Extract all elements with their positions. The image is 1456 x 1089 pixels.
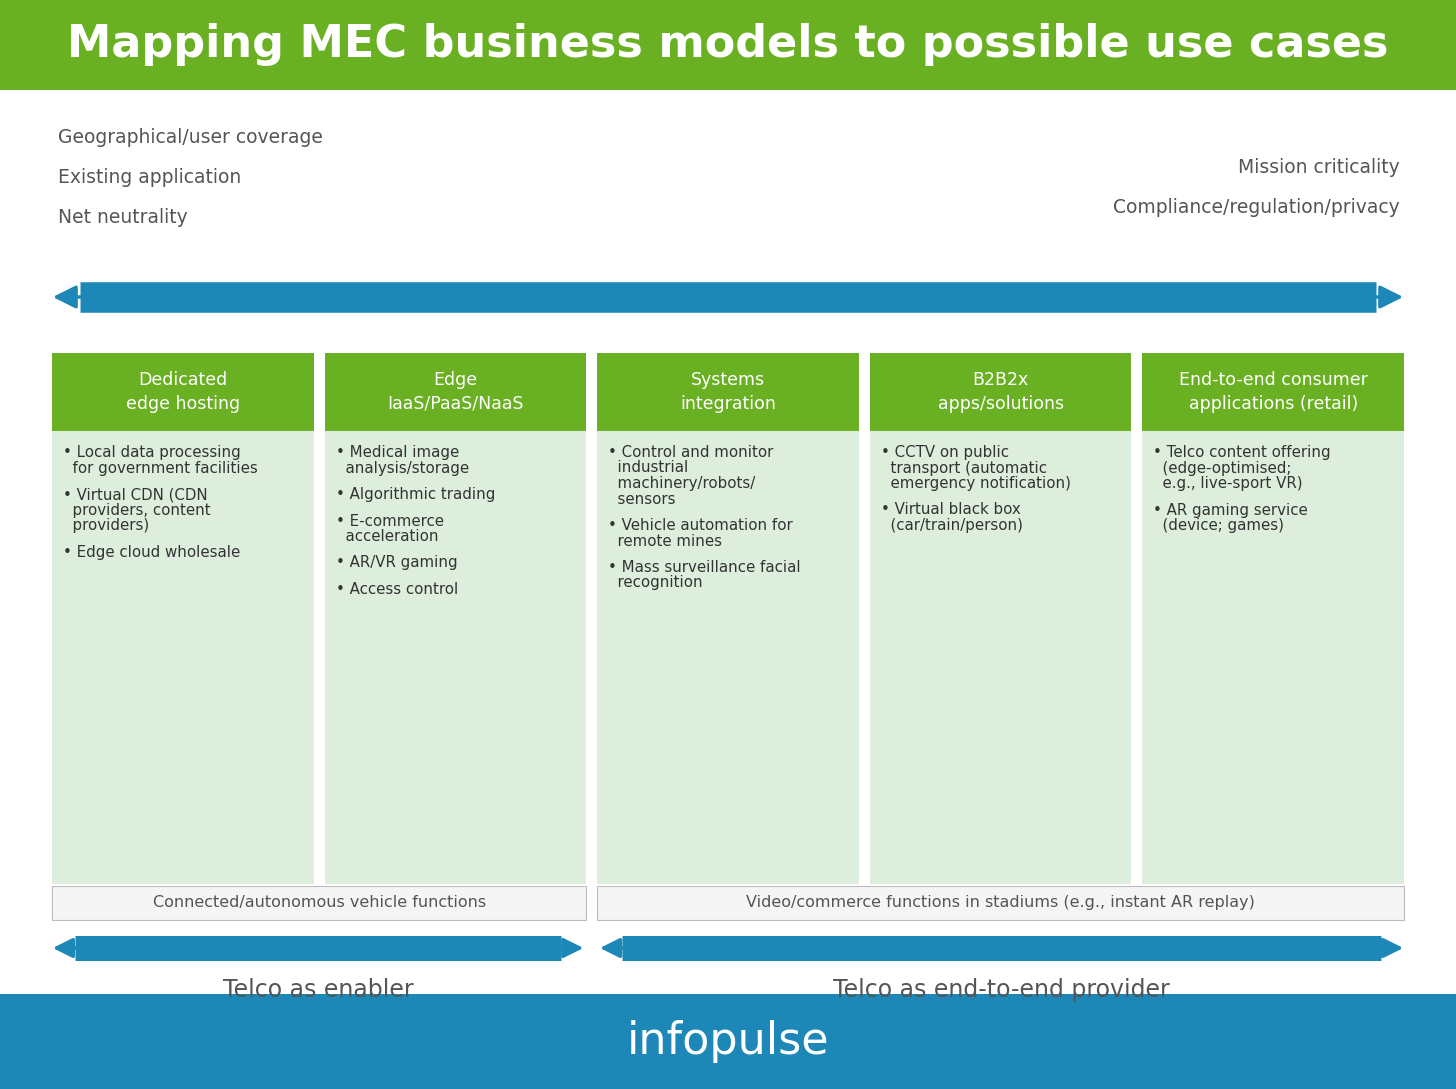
Text: transport (automatic: transport (automatic bbox=[881, 461, 1047, 476]
Text: Net neutrality: Net neutrality bbox=[58, 208, 188, 227]
Text: Compliance/regulation/privacy: Compliance/regulation/privacy bbox=[1114, 198, 1401, 217]
Text: • Algorithmic trading: • Algorithmic trading bbox=[335, 487, 495, 502]
Text: Connected/autonomous vehicle functions: Connected/autonomous vehicle functions bbox=[153, 895, 486, 910]
Bar bbox=[597, 431, 859, 884]
Text: Existing application: Existing application bbox=[58, 168, 242, 187]
Text: e.g., live-sport VR): e.g., live-sport VR) bbox=[1153, 476, 1303, 491]
Text: • AR/VR gaming: • AR/VR gaming bbox=[335, 555, 457, 571]
Bar bbox=[1143, 353, 1404, 431]
Bar bbox=[1143, 431, 1404, 884]
Text: • Vehicle automation for: • Vehicle automation for bbox=[609, 518, 794, 533]
Text: • E-commerce: • E-commerce bbox=[335, 514, 444, 528]
Text: recognition: recognition bbox=[609, 575, 703, 590]
Bar bbox=[597, 886, 1404, 920]
Bar bbox=[0, 0, 1456, 90]
Text: emergency notification): emergency notification) bbox=[881, 476, 1070, 491]
Text: Mapping MEC business models to possible use cases: Mapping MEC business models to possible … bbox=[67, 24, 1389, 66]
Text: • AR gaming service: • AR gaming service bbox=[1153, 502, 1307, 517]
Text: • Virtual CDN (CDN: • Virtual CDN (CDN bbox=[63, 487, 208, 502]
Text: • Virtual black box: • Virtual black box bbox=[881, 502, 1021, 517]
Text: • Access control: • Access control bbox=[335, 582, 457, 597]
Bar bbox=[325, 353, 587, 431]
Text: analysis/storage: analysis/storage bbox=[335, 461, 469, 476]
Text: providers): providers) bbox=[63, 518, 150, 533]
Text: (car/train/person): (car/train/person) bbox=[881, 518, 1022, 533]
Text: acceleration: acceleration bbox=[335, 529, 438, 544]
Text: End-to-end consumer
applications (retail): End-to-end consumer applications (retail… bbox=[1179, 371, 1367, 413]
Bar bbox=[52, 431, 313, 884]
Text: Dedicated
edge hosting: Dedicated edge hosting bbox=[125, 371, 240, 413]
Text: • Medical image: • Medical image bbox=[335, 445, 459, 460]
Text: • Control and monitor: • Control and monitor bbox=[609, 445, 773, 460]
Text: Mission criticality: Mission criticality bbox=[1238, 158, 1401, 178]
Text: (edge-optimised;: (edge-optimised; bbox=[1153, 461, 1291, 476]
Text: • Mass surveillance facial: • Mass surveillance facial bbox=[609, 560, 801, 575]
Bar bbox=[597, 353, 859, 431]
Text: • Telco content offering: • Telco content offering bbox=[1153, 445, 1331, 460]
Text: providers, content: providers, content bbox=[63, 502, 211, 517]
Text: for government facilities: for government facilities bbox=[63, 461, 258, 476]
Text: Telco as enabler: Telco as enabler bbox=[223, 978, 414, 1002]
Text: remote mines: remote mines bbox=[609, 534, 722, 549]
Text: Systems
integration: Systems integration bbox=[680, 371, 776, 413]
Text: • Local data processing: • Local data processing bbox=[63, 445, 240, 460]
Bar bbox=[869, 431, 1131, 884]
Bar bbox=[52, 886, 587, 920]
Text: B2B2x
apps/solutions: B2B2x apps/solutions bbox=[938, 371, 1064, 413]
Text: • CCTV on public: • CCTV on public bbox=[881, 445, 1009, 460]
Text: (device; games): (device; games) bbox=[1153, 518, 1284, 533]
Text: Geographical/user coverage: Geographical/user coverage bbox=[58, 129, 323, 147]
Text: industrial: industrial bbox=[609, 461, 689, 476]
Text: sensors: sensors bbox=[609, 491, 676, 506]
Bar bbox=[0, 994, 1456, 1089]
Bar bbox=[325, 431, 587, 884]
Bar bbox=[869, 353, 1131, 431]
Text: Video/commerce functions in stadiums (e.g., instant AR replay): Video/commerce functions in stadiums (e.… bbox=[745, 895, 1255, 910]
Text: machinery/robots/: machinery/robots/ bbox=[609, 476, 756, 491]
Text: • Edge cloud wholesale: • Edge cloud wholesale bbox=[63, 544, 240, 560]
Text: infopulse: infopulse bbox=[626, 1020, 830, 1063]
Bar bbox=[52, 353, 313, 431]
Text: Edge
IaaS/PaaS/NaaS: Edge IaaS/PaaS/NaaS bbox=[387, 371, 524, 413]
Text: Telco as end-to-end provider: Telco as end-to-end provider bbox=[833, 978, 1171, 1002]
